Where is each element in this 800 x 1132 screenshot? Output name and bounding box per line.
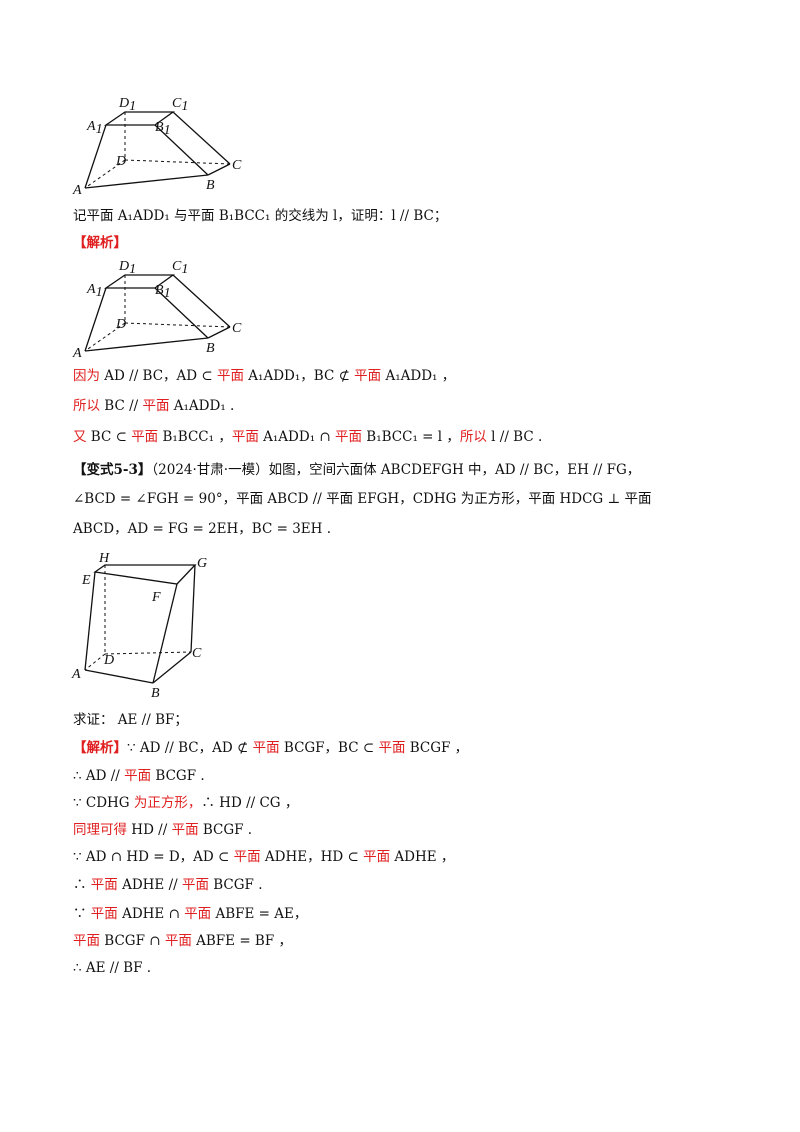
solution-line-3: ∵ CDHG 为正方形，∴ HD // CG ， xyxy=(73,795,299,811)
label-C: C xyxy=(192,646,202,661)
variant-line-2: ∠BCD = ∠FGH = 90°，平面 ABCD // 平面 EFGH，CDH… xyxy=(73,491,652,507)
label-A: A xyxy=(72,183,82,198)
proof-line-2: 所以 BC // 平面 A₁ADD₁ . xyxy=(73,398,235,414)
label-D: D xyxy=(115,154,126,169)
label-F: F xyxy=(151,590,161,605)
proof-line-1: 因为 AD // BC，AD ⊂ 平面 A₁ADD₁，BC ⊄ 平面 A₁ADD… xyxy=(73,368,456,384)
label-C1: C1 xyxy=(172,96,188,114)
solution-line-1: 【解析】∵ AD // BC，AD ⊄ 平面 BCGF，BC ⊂ 平面 BCGF… xyxy=(73,740,469,756)
proof-line-3: 又 BC ⊂ 平面 B₁BCC₁ ，平面 A₁ADD₁ ∩ 平面 B₁BCC₁ … xyxy=(73,429,543,445)
analysis-heading-1: 【解析】 xyxy=(73,235,127,251)
label-D: D xyxy=(115,317,126,332)
label-D1: D1 xyxy=(118,259,136,277)
label-D1: D1 xyxy=(118,96,136,114)
label-A1: A1 xyxy=(86,119,103,137)
label-B1: B1 xyxy=(155,283,171,301)
label-A: A xyxy=(71,667,81,682)
statement-line: 记平面 A₁ADD₁ 与平面 B₁BCC₁ 的交线为 l，证明：l // BC； xyxy=(73,208,448,224)
label-C: C xyxy=(232,158,242,173)
hexahedron-figure: H G E F D C A B xyxy=(71,551,207,701)
variant-line-3: ABCD，AD = FG = 2EH，BC = 3EH . xyxy=(73,521,331,537)
label-C: C xyxy=(232,321,242,336)
solution-line-5: ∵ AD ∩ HD = D，AD ⊂ 平面 ADHE，HD ⊂ 平面 ADHE … xyxy=(73,849,455,865)
label-B: B xyxy=(206,178,215,193)
variant-heading: 【变式5-3】（2024·甘肃·一模）如图，空间六面体 ABCDEFGH 中，A… xyxy=(73,462,641,478)
frustum-figure-1: A1 D1 C1 B1 D C B A xyxy=(72,96,242,198)
solution-line-8: 平面 BCGF ∩ 平面 ABFE = BF ， xyxy=(73,933,292,949)
label-D: D xyxy=(103,653,114,668)
label-H: H xyxy=(98,551,110,566)
solution-line-7: ∵ 平面 ADHE ∩ 平面 ABFE = AE， xyxy=(73,906,308,922)
solution-line-4: 同理可得 HD // 平面 BCGF . xyxy=(73,822,253,838)
solution-line-2: ∴ AD // 平面 BCGF . xyxy=(73,768,205,784)
solution-line-9: ∴ AE // BF . xyxy=(73,960,152,976)
label-B: B xyxy=(206,341,215,356)
label-E: E xyxy=(81,573,91,588)
label-B1: B1 xyxy=(155,120,171,138)
label-G: G xyxy=(197,556,207,571)
frustum-figure-2: A1 D1 C1 B1 D C B A xyxy=(72,259,242,361)
label-C1: C1 xyxy=(172,259,188,277)
label-A: A xyxy=(72,346,82,361)
label-A1: A1 xyxy=(86,282,103,300)
label-B: B xyxy=(151,686,160,701)
prove-line: 求证： AE // BF； xyxy=(73,712,188,728)
solution-line-6: ∴ 平面 ADHE // 平面 BCGF . xyxy=(73,877,263,893)
